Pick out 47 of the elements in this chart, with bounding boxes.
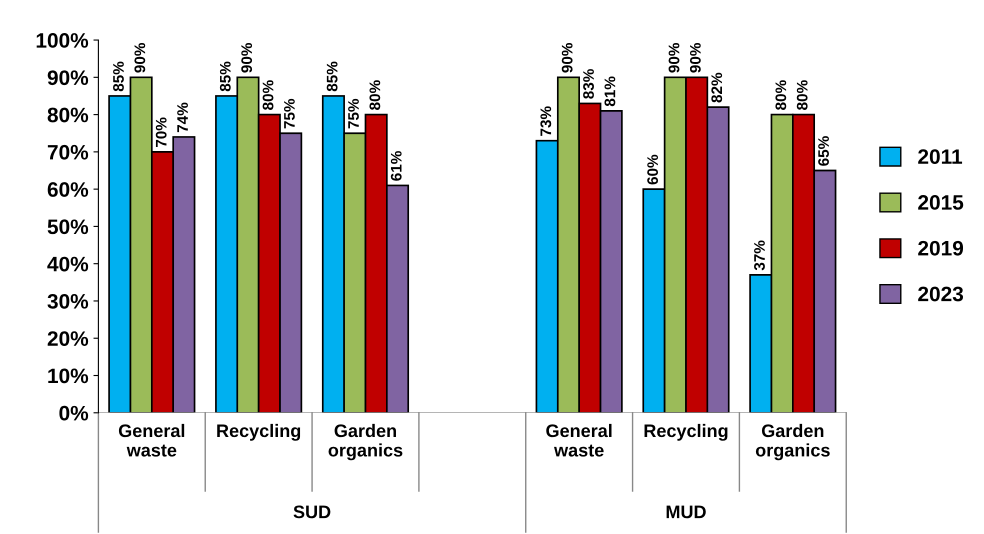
legend-label: 2023 — [918, 286, 964, 302]
data-label: 85% — [113, 62, 124, 92]
data-label: 80% — [796, 80, 808, 110]
y-tick-label: 30% — [47, 294, 88, 309]
data-label: 81% — [604, 76, 616, 106]
data-label: 75% — [348, 98, 359, 128]
data-label: 85% — [220, 62, 231, 92]
x-tick-label: Garden organics — [328, 424, 402, 460]
data-label: 80% — [775, 80, 786, 110]
y-tick-label: 80% — [48, 108, 88, 122]
data-label: 90% — [690, 42, 701, 73]
data-label: 80% — [262, 80, 274, 110]
x-tick-label: Garden organics — [756, 424, 830, 460]
data-label: 73% — [540, 106, 552, 136]
data-label: 83% — [583, 69, 594, 99]
y-tick-label: 50% — [48, 219, 88, 234]
x-tick-label: General waste — [546, 424, 612, 457]
y-tick-label: 0% — [59, 406, 88, 421]
x-tick-label: Recycling — [217, 424, 300, 441]
data-label: 75% — [284, 98, 295, 128]
y-tick-label: 60% — [48, 182, 88, 197]
data-label: 90% — [562, 42, 573, 73]
data-label: 37% — [754, 240, 765, 270]
x-tick-label: General waste — [118, 424, 184, 457]
data-label: 90% — [668, 42, 680, 73]
y-tick-label: 100% — [36, 33, 88, 48]
legend-label: 2011 — [918, 149, 962, 164]
data-label: 85% — [326, 62, 338, 92]
x-tick-label: Recycling — [644, 424, 728, 441]
data-label: 60% — [647, 154, 658, 184]
text: MUD — [666, 506, 706, 518]
data-label: 74% — [177, 102, 188, 132]
y-tick-label: 90% — [48, 70, 88, 86]
data-label: 70% — [156, 118, 167, 148]
y-tick-label: 10% — [48, 368, 88, 384]
data-label: 90% — [241, 42, 252, 73]
y-tick-label: 20% — [48, 331, 88, 346]
data-label: 90% — [134, 42, 146, 73]
text: SUD — [294, 505, 330, 518]
legend-label: 2019 — [918, 240, 964, 256]
legend-label: 2015 — [918, 195, 964, 210]
data-label: 82% — [711, 72, 722, 102]
data-label: 80% — [369, 80, 380, 110]
data-label: 65% — [818, 136, 829, 166]
y-tick-label: 70% — [48, 144, 88, 160]
y-tick-label: 40% — [47, 256, 88, 272]
data-label: 61% — [390, 151, 402, 181]
